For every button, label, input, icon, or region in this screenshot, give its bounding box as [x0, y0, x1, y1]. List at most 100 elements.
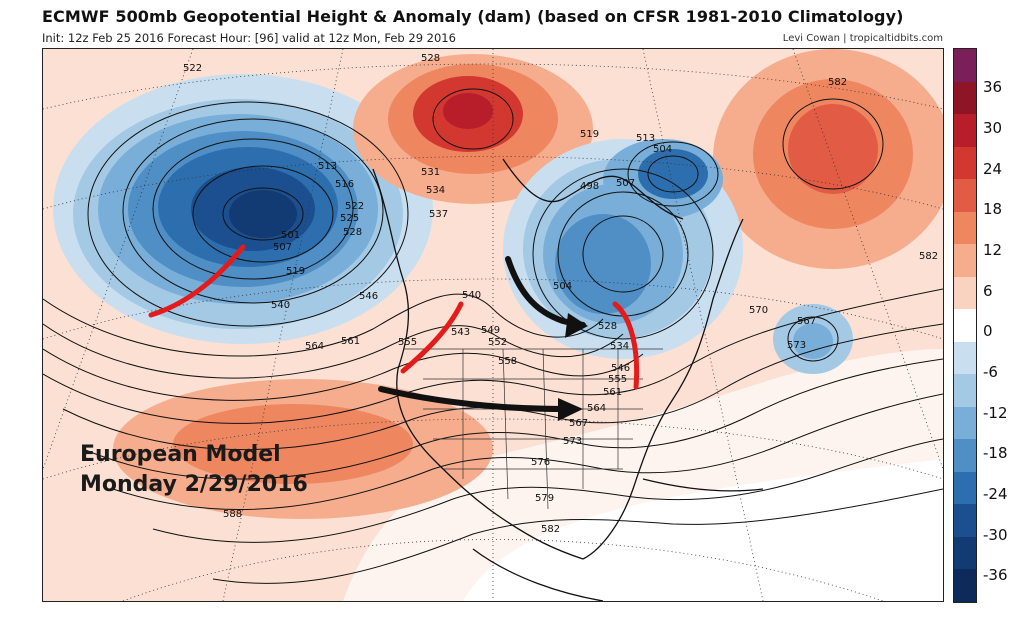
- contour-label: 498: [580, 181, 599, 192]
- sw-warm-core: [173, 404, 413, 484]
- contour-label: 561: [603, 387, 622, 398]
- colorbar-tick-label: 0: [983, 322, 993, 341]
- caption-line-date: Monday 2/29/2016: [80, 472, 308, 497]
- contour-label: 549: [481, 325, 500, 336]
- contour-label: 519: [580, 129, 599, 140]
- colorbar-tick-label: 12: [983, 240, 1003, 259]
- colorbar-swatch: [954, 309, 976, 342]
- colorbar-swatch: [954, 179, 976, 212]
- arctic-ridge: [353, 54, 593, 204]
- colorbar-tick-label: 18: [983, 200, 1003, 219]
- contour-label: 537: [429, 209, 448, 220]
- contour-label: 579: [535, 493, 554, 504]
- contour-label: 504: [653, 144, 672, 155]
- contour-label: 582: [919, 251, 938, 262]
- colorbar-swatch: [954, 471, 976, 505]
- weather-map: 522 528 582 519 513 504 498 507 513 516 …: [42, 48, 944, 602]
- contour-label: 555: [398, 337, 417, 348]
- map-caption: European Model Monday 2/29/2016: [80, 440, 308, 500]
- contour-label: 531: [421, 167, 440, 178]
- red-trough-marker-east: [612, 301, 640, 390]
- colorbar-swatch: [954, 114, 976, 147]
- colorbar-swatch: [954, 504, 976, 537]
- colorbar-tick-label: 6: [983, 281, 993, 300]
- contour-label: 525: [340, 213, 359, 224]
- colorbar-swatch: [954, 146, 976, 180]
- contour-label: 582: [541, 524, 560, 535]
- colorbar-tick-label: 30: [983, 118, 1003, 137]
- colorbar-tick-label: -24: [983, 484, 1008, 503]
- colorbar-swatch: [954, 211, 976, 245]
- contour-label: 522: [345, 201, 364, 212]
- contour-label: 558: [498, 356, 517, 367]
- contour-label: 567: [569, 418, 588, 429]
- credit-text: Levi Cowan | tropicaltidbits.com: [782, 33, 943, 44]
- contour-label: 543: [451, 327, 470, 338]
- forecast-info: Init: 12z Feb 25 2016 Forecast Hour: [96…: [42, 31, 456, 45]
- contour-label: 507: [616, 178, 635, 189]
- contour-label: 534: [610, 341, 629, 352]
- colorbar-tick-label: -30: [983, 525, 1008, 544]
- neutral-zone-south: [463, 459, 943, 601]
- contour-label: 540: [462, 290, 481, 301]
- latlon-grid: [43, 49, 943, 601]
- colorbar-swatch: [954, 536, 976, 570]
- contour-label: 528: [343, 227, 362, 238]
- coastlines: [372, 158, 764, 601]
- colorbar-swatch: [954, 244, 976, 277]
- contour-label: 522: [183, 63, 202, 74]
- contour-label: 528: [598, 321, 617, 332]
- colorbar-swatch: [954, 569, 976, 602]
- colorbar-tick-label: -36: [983, 566, 1008, 585]
- colorbar-swatch: [954, 439, 976, 472]
- contour-label: 567: [797, 316, 816, 327]
- contour-label: 519: [286, 266, 305, 277]
- red-trough-marker-plains: [400, 301, 464, 374]
- contour-label: 507: [273, 242, 292, 253]
- contour-label: 573: [787, 340, 806, 351]
- arrowhead-southern: [558, 398, 583, 421]
- contour-label: 513: [318, 161, 337, 172]
- eastern-vortex: [503, 139, 743, 359]
- height-contours: [43, 88, 943, 584]
- contour-label: 528: [421, 53, 440, 64]
- colorbar-tick-label: -18: [983, 444, 1008, 463]
- contour-label: 561: [341, 336, 360, 347]
- red-trough-marker-pacific: [148, 244, 246, 318]
- colorbar: [953, 48, 977, 603]
- colorbar-tick-label: -6: [983, 362, 998, 381]
- contour-label-group: 522 528 582 519 513 504 498 507 513 516 …: [183, 53, 938, 535]
- contour-label: 534: [426, 185, 445, 196]
- contour-label: 555: [608, 374, 627, 385]
- colorbar-swatch: [954, 406, 976, 440]
- state-borders: [403, 348, 663, 510]
- contour-label: 504: [553, 281, 572, 292]
- chart-title: ECMWF 500mb Geopotential Height & Anomal…: [42, 7, 904, 26]
- atlantic-low: [773, 304, 853, 374]
- contour-label: 513: [636, 133, 655, 144]
- colorbar-swatch: [954, 81, 976, 115]
- contour-label: 501: [281, 230, 300, 241]
- contour-label: 516: [335, 179, 354, 190]
- colorbar-tick-label: 36: [983, 78, 1003, 97]
- colorbar-tick-label: 24: [983, 159, 1003, 178]
- colorbar-tick-label: -12: [983, 403, 1008, 422]
- colorbar-swatch: [954, 49, 976, 82]
- arrowhead-northern: [565, 313, 588, 338]
- contour-label: 540: [271, 300, 290, 311]
- colorbar-swatch: [954, 276, 976, 310]
- caption-line-model: European Model: [80, 442, 281, 467]
- contour-label: 576: [531, 457, 550, 468]
- contour-label: 564: [587, 403, 606, 414]
- contour-label: 552: [488, 337, 507, 348]
- contour-label: 564: [305, 341, 324, 352]
- contour-label: 546: [359, 291, 378, 302]
- colorbar-swatch: [954, 341, 976, 375]
- contour-label: 570: [749, 305, 768, 316]
- contour-label: 573: [563, 436, 582, 447]
- contour-label: 582: [828, 77, 847, 88]
- contour-label: 588: [223, 509, 242, 520]
- contour-label: 546: [611, 363, 630, 374]
- colorbar-swatch: [954, 374, 976, 407]
- black-arrow-southern: [378, 386, 576, 412]
